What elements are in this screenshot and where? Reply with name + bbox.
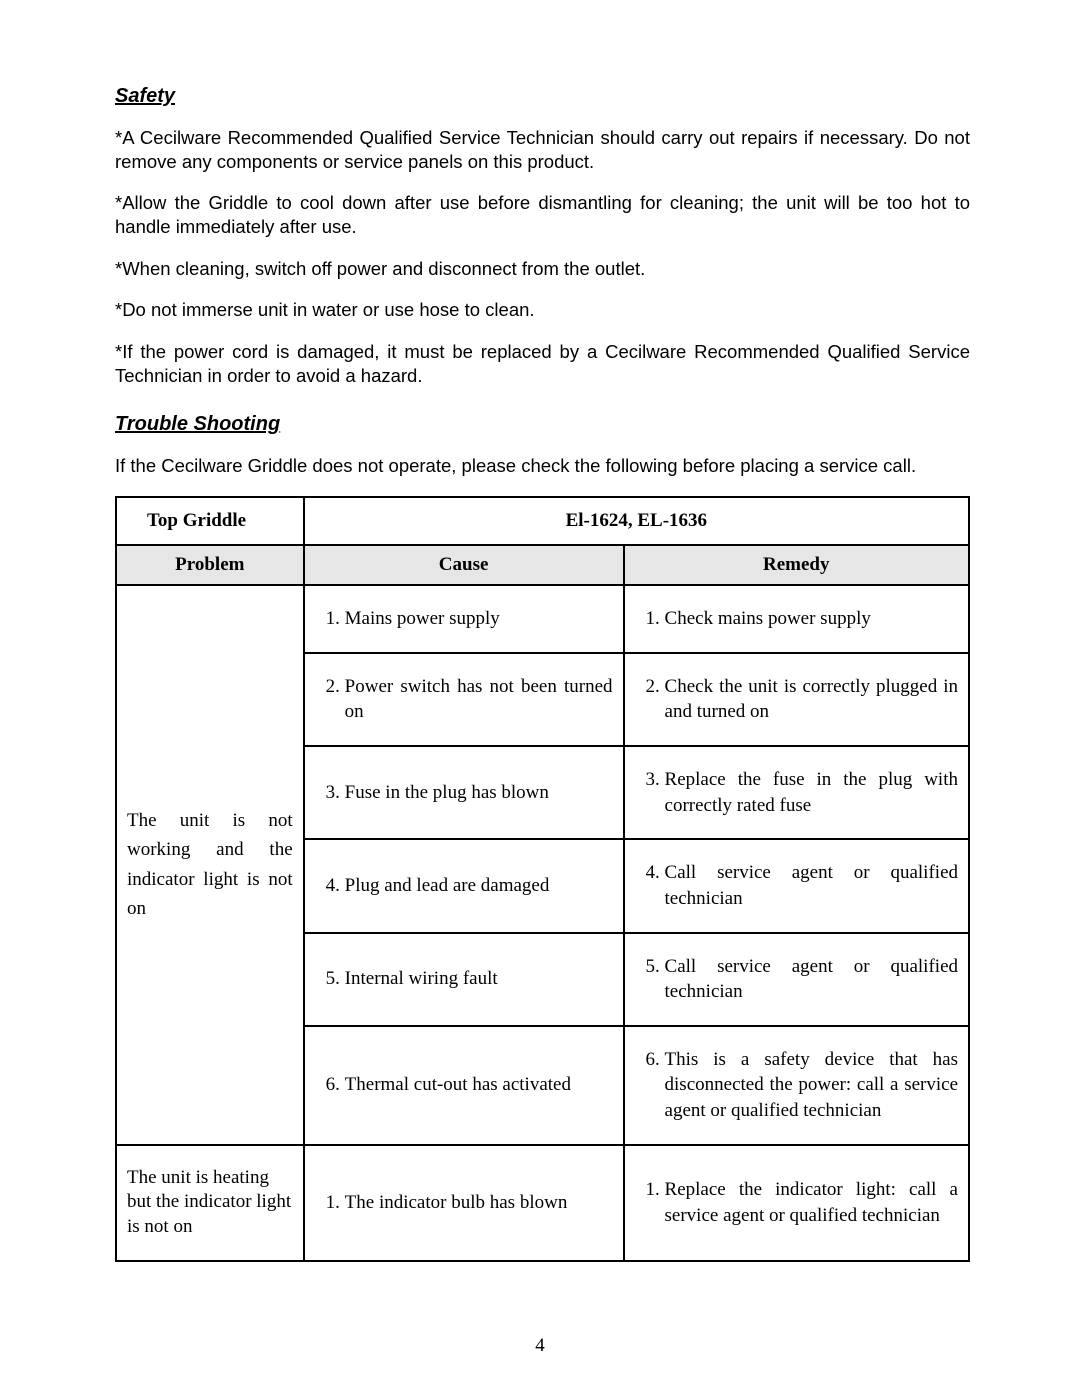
cause-cell: Plug and lead are damaged: [304, 839, 624, 932]
safety-para-3: *When cleaning, switch off power and dis…: [115, 257, 970, 281]
page: Safety *A Cecilware Recommended Qualifie…: [0, 0, 1080, 1397]
problem-not-working: The unit is not working and the indicato…: [116, 585, 304, 1145]
remedy-cell: Call service agent or qualified technici…: [624, 933, 969, 1026]
remedy-text: Replace the fuse in the plug with correc…: [665, 767, 958, 818]
page-number: 4: [0, 1335, 1080, 1357]
remedy-text: Check the unit is correctly plugged in a…: [665, 674, 958, 725]
table-subheader-row: Problem Cause Remedy: [116, 545, 969, 585]
troubleshooting-intro: If the Cecilware Griddle does not operat…: [115, 454, 970, 478]
safety-para-4: *Do not immerse unit in water or use hos…: [115, 298, 970, 322]
remedy-cell: Call service agent or qualified technici…: [624, 839, 969, 932]
table-row: The unit is not working and the indicato…: [116, 585, 969, 653]
remedy-cell: Check mains power supply: [624, 585, 969, 653]
cause-cell: Thermal cut-out has activated: [304, 1026, 624, 1145]
troubleshooting-heading: Trouble Shooting: [115, 413, 970, 436]
cause-cell: Fuse in the plug has blown: [304, 746, 624, 839]
table-row: The unit is heating but the indicator li…: [116, 1145, 969, 1261]
col-cause-label: Cause: [304, 545, 624, 585]
safety-para-2: *Allow the Griddle to cool down after us…: [115, 191, 970, 238]
safety-para-5: *If the power cord is damaged, it must b…: [115, 340, 970, 387]
header-model: El-1624, EL-1636: [304, 497, 969, 545]
safety-para-1: *A Cecilware Recommended Qualified Servi…: [115, 126, 970, 173]
cause-text: Power switch has not been turned on: [345, 674, 613, 725]
cause-text: Internal wiring fault: [345, 966, 613, 992]
cause-cell: Mains power supply: [304, 585, 624, 653]
remedy-text: Replace the indicator light: call a serv…: [665, 1177, 958, 1228]
table-top-header-row: Top Griddle El-1624, EL-1636: [116, 497, 969, 545]
remedy-cell: Check the unit is correctly plugged in a…: [624, 653, 969, 746]
cause-cell: Power switch has not been turned on: [304, 653, 624, 746]
remedy-text: Check mains power supply: [665, 606, 958, 632]
header-top-griddle: Top Griddle: [116, 497, 304, 545]
troubleshooting-table: Top Griddle El-1624, EL-1636 Problem Cau…: [115, 496, 970, 1262]
cause-text: Fuse in the plug has blown: [345, 780, 613, 806]
remedy-text: This is a safety device that has disconn…: [665, 1047, 958, 1124]
cause-text: Plug and lead are damaged: [345, 873, 613, 899]
col-remedy-label: Remedy: [624, 545, 969, 585]
cause-cell: The indicator bulb has blown: [304, 1145, 624, 1261]
remedy-text: Call service agent or qualified technici…: [665, 860, 958, 911]
cause-text: Mains power supply: [345, 606, 613, 632]
cause-text: Thermal cut-out has activated: [345, 1072, 613, 1098]
remedy-cell: This is a safety device that has disconn…: [624, 1026, 969, 1145]
safety-heading: Safety: [115, 85, 970, 108]
remedy-text: Call service agent or qualified technici…: [665, 954, 958, 1005]
problem-light-off: The unit is heating but the indicator li…: [116, 1145, 304, 1261]
cause-text: The indicator bulb has blown: [345, 1190, 613, 1216]
remedy-cell: Replace the fuse in the plug with correc…: [624, 746, 969, 839]
cause-cell: Internal wiring fault: [304, 933, 624, 1026]
col-problem-label: Problem: [116, 545, 304, 585]
remedy-cell: Replace the indicator light: call a serv…: [624, 1145, 969, 1261]
